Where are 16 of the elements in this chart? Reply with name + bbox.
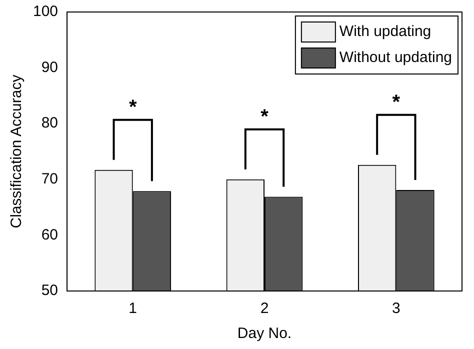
annotation: * (392, 91, 400, 114)
y-tick-label: 80 (41, 114, 58, 132)
y-tick-label: 70 (41, 170, 58, 188)
x-tick-label: 1 (128, 300, 138, 318)
annotation: * (260, 106, 269, 128)
y-tick-label: 50 (41, 282, 58, 300)
legend-label: Without updating (339, 49, 452, 66)
x-tick-label: 2 (260, 300, 269, 318)
y-axis-title: Classification Accuracy (8, 74, 26, 228)
legend-label: With updating (339, 23, 432, 40)
x-axis-title: Day No. (237, 325, 292, 342)
y-tick-label: 60 (41, 226, 58, 244)
x-tick-label: 3 (392, 300, 400, 318)
y-tick-label: 100 (32, 3, 58, 20)
annotation: * (128, 96, 137, 118)
y-tick-label: 90 (41, 58, 58, 76)
